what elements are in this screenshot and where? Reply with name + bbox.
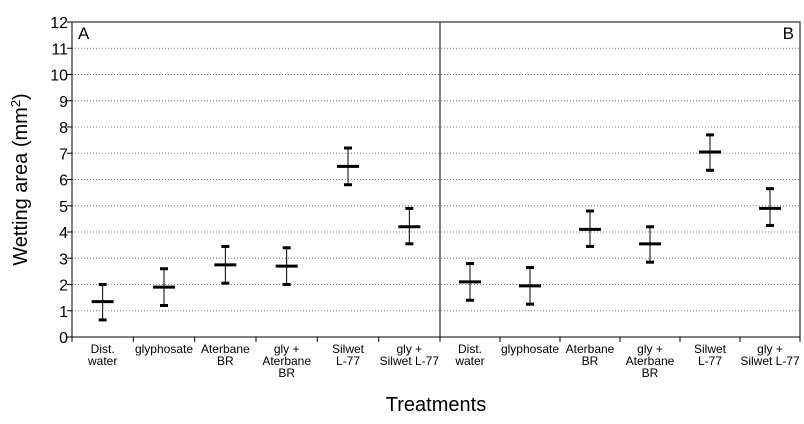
y-tick-label: 10: [50, 68, 68, 85]
category-label: gly + Aterbane BR: [262, 342, 311, 380]
category-label: glyphosate: [501, 342, 559, 356]
category-labels: Dist. water glyphosate Aterbane BR gly + Aterb…: [87, 342, 800, 380]
x-axis-title: Treatments: [386, 394, 486, 416]
gridlines: [72, 47, 800, 312]
y-tick-label: 0: [59, 330, 68, 347]
category-label: Dist. water: [454, 342, 484, 368]
category-label: gly + Aterbane BR: [626, 342, 675, 380]
y-tick-label: 2: [59, 278, 68, 295]
y-tick-label: 6: [59, 173, 68, 190]
category-label: gly + Silwet L-77: [740, 342, 800, 368]
y-tick-label: 1: [59, 304, 68, 321]
y-tick-label: 7: [59, 146, 68, 163]
y-axis-title: Wetting area (mm2): [8, 93, 33, 265]
y-tick-label: 9: [59, 94, 68, 111]
category-label: gly + Silwet L-77: [380, 342, 440, 368]
y-tick-label: 3: [59, 251, 68, 268]
panel-label-b: B: [783, 24, 794, 43]
category-label: Silwet L-77: [332, 342, 365, 368]
category-label: Aterbane BR: [201, 342, 250, 368]
y-tick-label: 8: [59, 120, 68, 137]
category-label: Dist. water: [87, 342, 117, 368]
panel-label-a: A: [78, 24, 90, 43]
category-label: Aterbane BR: [566, 342, 615, 368]
y-tick-label: 4: [59, 225, 68, 242]
x-axis: [71, 337, 801, 342]
y-tick-label: 5: [59, 199, 68, 216]
y-tick-label: 12: [50, 15, 68, 32]
category-label: glyphosate: [135, 342, 193, 356]
y-tick-label: 11: [51, 41, 68, 58]
data-marks: [91, 133, 781, 322]
category-label: Silwet L-77: [694, 342, 727, 368]
